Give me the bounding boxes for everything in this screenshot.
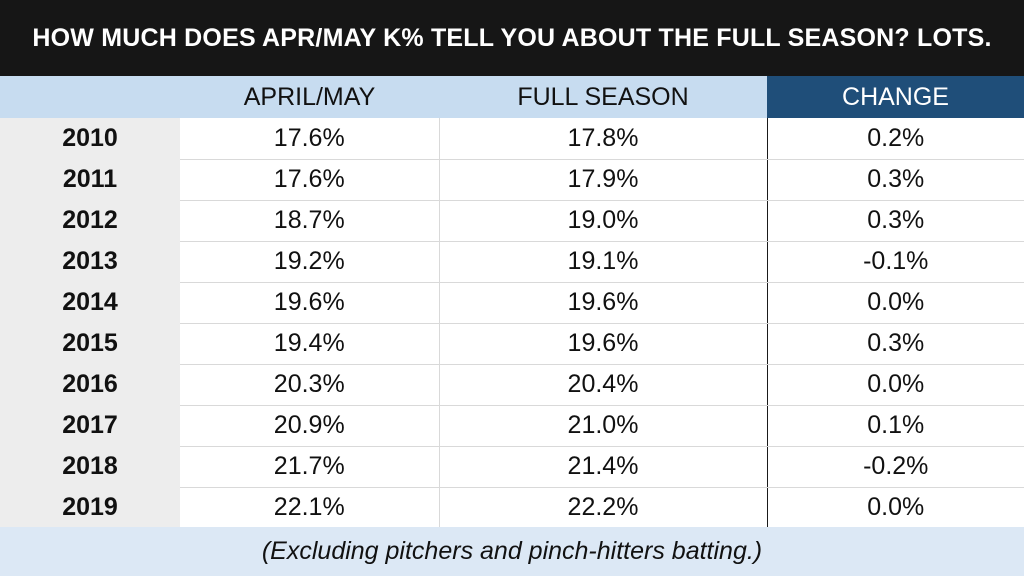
k-rate-table: APRIL/MAY FULL SEASON CHANGE 2010 17.6% 17… [0, 76, 1024, 529]
table-row: 2013 19.2% 19.1% -0.1% [0, 241, 1024, 283]
header-row: APRIL/MAY FULL SEASON CHANGE [0, 76, 1024, 118]
table-body: 2010 17.6% 17.8% 0.2% 2011 17.6% 17.9% 0.3% 2012… [0, 118, 1024, 529]
change-cell: 0.0% [767, 487, 1024, 529]
year-cell: 2012 [0, 200, 180, 242]
full-season-cell: 22.2% [439, 487, 768, 529]
change-cell: 0.3% [767, 159, 1024, 201]
full-season-cell: 17.8% [439, 118, 768, 160]
change-cell: -0.2% [767, 446, 1024, 488]
year-cell: 2011 [0, 159, 180, 201]
april-may-cell: 19.4% [180, 323, 440, 365]
year-cell: 2010 [0, 118, 180, 160]
header-change: CHANGE [767, 76, 1024, 118]
table-row: 2010 17.6% 17.8% 0.2% [0, 118, 1024, 160]
table-row: 2019 22.1% 22.2% 0.0% [0, 487, 1024, 529]
chart-title: HOW MUCH DOES APR/MAY K% TELL YOU ABOUT … [0, 0, 1024, 76]
table-row: 2015 19.4% 19.6% 0.3% [0, 323, 1024, 365]
footnote: (Excluding pitchers and pinch-hitters ba… [0, 527, 1024, 576]
april-may-cell: 17.6% [180, 118, 440, 160]
april-may-cell: 19.2% [180, 241, 440, 283]
table-row: 2017 20.9% 21.0% 0.1% [0, 405, 1024, 447]
year-cell: 2018 [0, 446, 180, 488]
change-cell: -0.1% [767, 241, 1024, 283]
april-may-cell: 20.3% [180, 364, 440, 406]
table-row: 2018 21.7% 21.4% -0.2% [0, 446, 1024, 488]
full-season-cell: 21.0% [439, 405, 768, 447]
year-cell: 2019 [0, 487, 180, 529]
table-row: 2011 17.6% 17.9% 0.3% [0, 159, 1024, 201]
header-full-season: FULL SEASON [439, 76, 767, 118]
change-cell: 0.0% [767, 282, 1024, 324]
full-season-cell: 21.4% [439, 446, 768, 488]
april-may-cell: 20.9% [180, 405, 440, 447]
year-cell: 2016 [0, 364, 180, 406]
year-cell: 2013 [0, 241, 180, 283]
april-may-cell: 19.6% [180, 282, 440, 324]
year-cell: 2014 [0, 282, 180, 324]
full-season-cell: 19.6% [439, 323, 768, 365]
change-cell: 0.3% [767, 200, 1024, 242]
year-cell: 2017 [0, 405, 180, 447]
table-row: 2016 20.3% 20.4% 0.0% [0, 364, 1024, 406]
table-row: 2012 18.7% 19.0% 0.3% [0, 200, 1024, 242]
header-year [0, 76, 180, 118]
change-cell: 0.0% [767, 364, 1024, 406]
header-april-may: APRIL/MAY [180, 76, 439, 118]
april-may-cell: 21.7% [180, 446, 440, 488]
table-row: 2014 19.6% 19.6% 0.0% [0, 282, 1024, 324]
change-cell: 0.2% [767, 118, 1024, 160]
full-season-cell: 19.6% [439, 282, 768, 324]
april-may-cell: 18.7% [180, 200, 440, 242]
april-may-cell: 17.6% [180, 159, 440, 201]
full-season-cell: 17.9% [439, 159, 768, 201]
full-season-cell: 19.1% [439, 241, 768, 283]
change-cell: 0.1% [767, 405, 1024, 447]
change-cell: 0.3% [767, 323, 1024, 365]
april-may-cell: 22.1% [180, 487, 440, 529]
full-season-cell: 20.4% [439, 364, 768, 406]
year-cell: 2015 [0, 323, 180, 365]
full-season-cell: 19.0% [439, 200, 768, 242]
